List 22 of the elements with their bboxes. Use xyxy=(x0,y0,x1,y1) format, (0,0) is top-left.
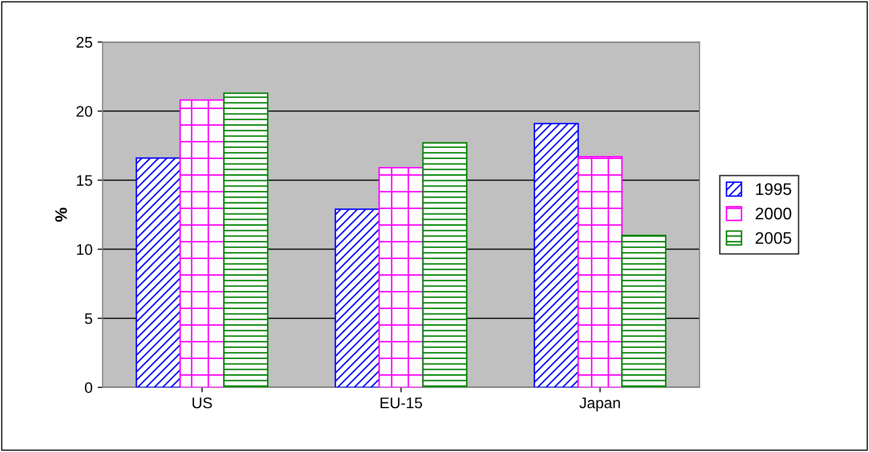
x-tick-label: EU-15 xyxy=(380,398,422,408)
y-tick-label: 0 xyxy=(84,382,92,394)
bar xyxy=(621,234,666,388)
legend-label: 2000 xyxy=(756,208,792,220)
bar xyxy=(534,122,579,388)
legend-label: 1995 xyxy=(756,183,792,196)
y-tick-label: 20 xyxy=(76,106,92,117)
bar xyxy=(334,208,380,388)
legend-label: 2005 xyxy=(756,232,792,244)
bar xyxy=(577,156,623,388)
y-tick-label: 5 xyxy=(84,313,92,324)
y-tick-label: 10 xyxy=(76,244,92,255)
bar xyxy=(223,92,268,388)
bar xyxy=(378,167,424,388)
y-tick-label: 25 xyxy=(76,36,92,48)
bar xyxy=(179,99,225,388)
bar xyxy=(422,142,468,388)
x-tick-label: US xyxy=(192,397,212,408)
y-axis-title: % xyxy=(55,208,67,222)
y-tick-label: 15 xyxy=(76,175,92,186)
x-tick-label: Japan xyxy=(579,398,620,412)
bar xyxy=(136,157,181,388)
